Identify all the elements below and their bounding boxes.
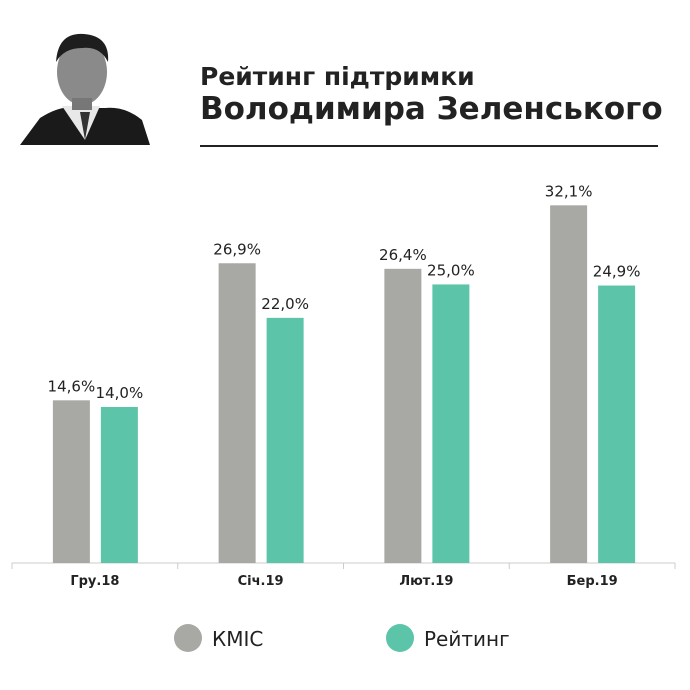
legend-swatch — [386, 624, 414, 652]
bar — [432, 284, 470, 563]
bar — [550, 205, 588, 564]
x-tick-label: Гру.18 — [70, 574, 119, 589]
legend-label: КМІС — [212, 627, 263, 651]
x-tick-label: Січ.19 — [238, 574, 284, 589]
data-label: 26,4% — [379, 246, 427, 264]
bar — [266, 317, 304, 563]
bar — [598, 285, 636, 563]
data-label: 26,9% — [213, 240, 261, 258]
legend-label: Рейтинг — [424, 627, 510, 651]
data-label: 25,0% — [427, 261, 475, 279]
data-label: 14,6% — [48, 377, 96, 395]
data-label: 14,0% — [96, 384, 144, 402]
bar — [52, 400, 90, 563]
chart-title-line: Володимира Зеленського — [200, 91, 663, 127]
bar — [100, 407, 138, 563]
data-label: 22,0% — [261, 295, 309, 313]
portrait — [20, 33, 150, 145]
x-tick-label: Лют.19 — [399, 574, 453, 589]
legend-swatch — [174, 624, 202, 652]
data-label: 32,1% — [545, 182, 593, 200]
x-tick-label: Бер.19 — [567, 574, 618, 589]
bar — [384, 268, 422, 563]
chart-title-line: Рейтинг підтримки — [200, 62, 475, 91]
data-label: 24,9% — [593, 263, 641, 281]
bar — [218, 263, 256, 563]
